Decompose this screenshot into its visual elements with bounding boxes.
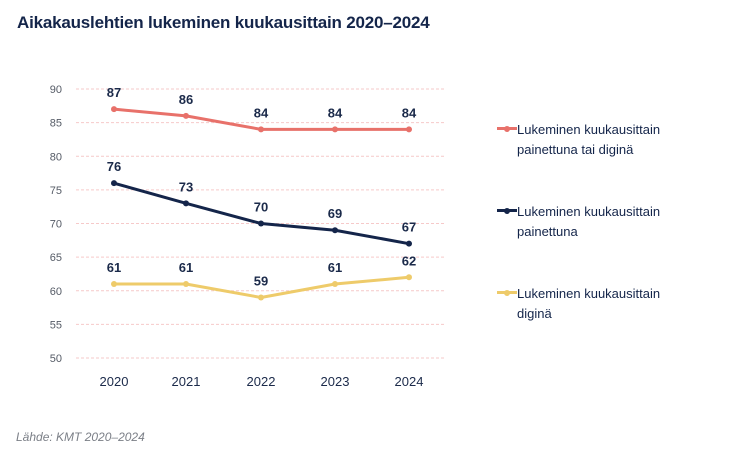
- data-label: 61: [179, 260, 193, 275]
- data-point: [111, 180, 117, 187]
- data-point: [406, 240, 412, 247]
- x-tick-label: 2023: [321, 374, 350, 389]
- legend-label: Lukeminen kuukausittain painettuna tai di…: [517, 122, 661, 157]
- legend-item-print[interactable]: Lukeminen kuukausittain painettuna: [497, 202, 737, 284]
- data-label: 62: [402, 253, 416, 268]
- data-label: 86: [179, 92, 193, 107]
- data-label: 73: [179, 179, 193, 194]
- legend-swatch-total: [497, 125, 517, 132]
- data-point: [332, 281, 338, 288]
- legend-item-digital[interactable]: Lukeminen kuukausittain diginä: [497, 284, 737, 366]
- data-label: 59: [254, 273, 268, 288]
- data-point: [183, 112, 189, 119]
- data-label: 61: [107, 260, 121, 275]
- data-point: [332, 126, 338, 133]
- x-tick-label: 2021: [172, 374, 201, 389]
- legend-swatch-digital: [497, 289, 517, 296]
- data-point: [258, 126, 264, 133]
- legend-label: Lukeminen kuukausittain painettuna: [517, 204, 661, 239]
- legend-item-total[interactable]: Lukeminen kuukausittain painettuna tai di…: [497, 120, 737, 202]
- y-tick-label: 80: [50, 151, 62, 163]
- y-tick-label: 65: [50, 252, 62, 264]
- data-label: 84: [254, 105, 269, 120]
- data-point: [258, 220, 264, 227]
- data-point: [183, 200, 189, 207]
- x-tick-label: 2022: [247, 374, 276, 389]
- y-tick-label: 75: [50, 185, 62, 197]
- data-point: [258, 294, 264, 301]
- x-tick-label: 2024: [395, 374, 424, 389]
- source-note: Lähde: KMT 2020–2024: [16, 430, 145, 444]
- x-tick-label: 2020: [100, 374, 129, 389]
- legend-swatch-print: [497, 207, 517, 214]
- data-point: [406, 126, 412, 133]
- data-label: 76: [107, 159, 121, 174]
- legend-label: Lukeminen kuukausittain diginä: [517, 286, 661, 321]
- data-label: 87: [107, 85, 121, 100]
- data-point: [111, 281, 117, 288]
- y-tick-label: 70: [50, 219, 62, 231]
- data-point: [183, 281, 189, 288]
- y-tick-label: 60: [50, 286, 62, 298]
- data-point: [332, 227, 338, 234]
- data-label: 69: [328, 206, 342, 221]
- y-tick-label: 55: [50, 319, 62, 331]
- data-label: 84: [402, 105, 417, 120]
- y-tick-label: 50: [50, 353, 62, 365]
- data-label: 84: [328, 105, 343, 120]
- chart-title: Aikakauslehtien lukeminen kuukausittain …: [17, 13, 430, 32]
- data-point: [406, 274, 412, 281]
- legend: Lukeminen kuukausittain painettuna tai di…: [497, 120, 737, 366]
- data-label: 70: [254, 200, 268, 215]
- data-label: 61: [328, 260, 342, 275]
- y-tick-label: 90: [50, 84, 62, 96]
- data-label: 67: [402, 220, 416, 235]
- data-point: [111, 106, 117, 113]
- y-tick-label: 85: [50, 118, 62, 130]
